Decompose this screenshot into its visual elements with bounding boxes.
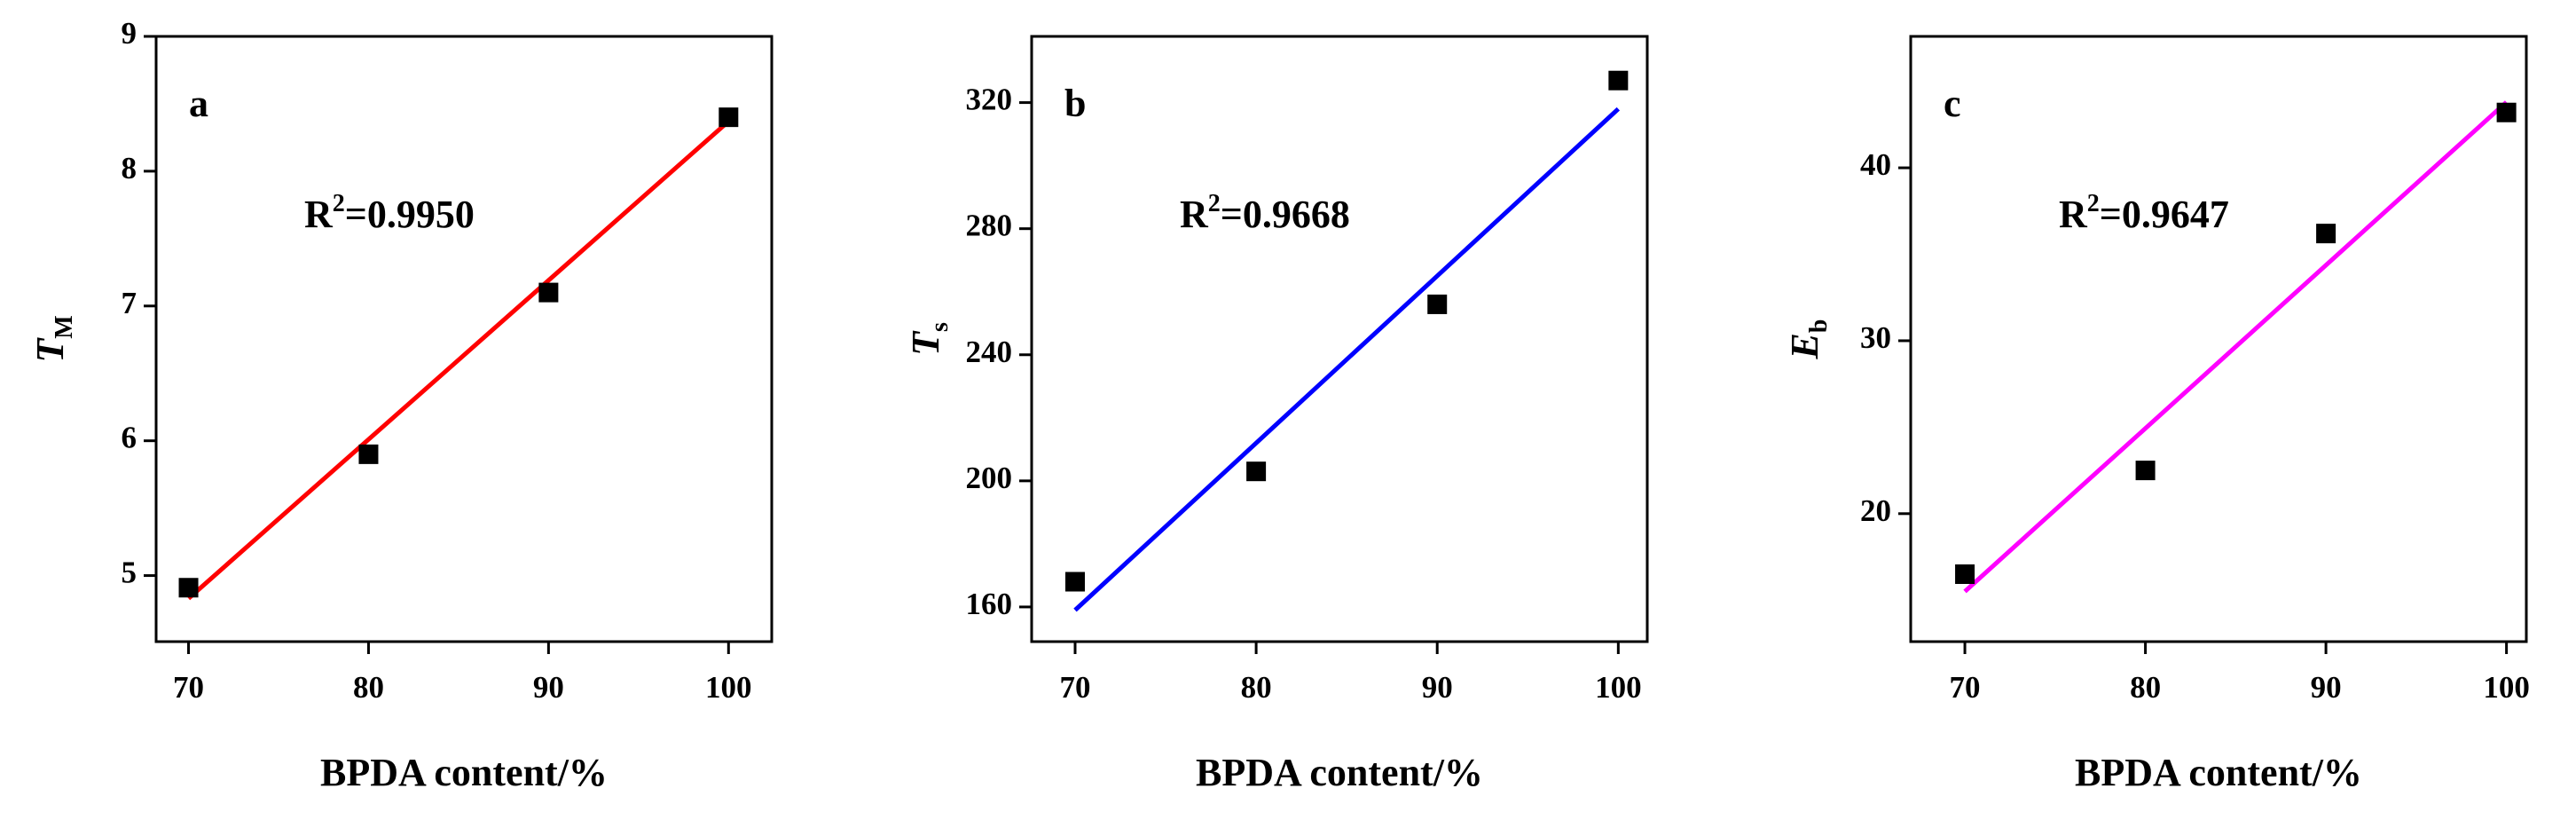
x-tick-label: 80 <box>1241 670 1272 705</box>
marker <box>2496 102 2517 122</box>
x-tick-label: 90 <box>1422 670 1453 705</box>
marker <box>1608 70 1629 91</box>
x-tick-label: 70 <box>1950 670 1981 705</box>
y-tick-label: 8 <box>122 151 137 185</box>
y-label-sub: M <box>51 315 78 338</box>
annotation-sup: 2 <box>2087 190 2100 217</box>
panel: 70 80 90 100 160 200 240 280 320 BPDA content/% Ts… <box>904 35 1649 794</box>
marker <box>358 444 379 464</box>
y-label-base: T <box>28 337 72 363</box>
fit-line <box>1963 100 2509 594</box>
annotation: R2=0.9647 <box>2059 190 2229 236</box>
x-tick-label: 70 <box>173 670 204 705</box>
y-label-base: T <box>904 330 947 356</box>
x-axis-label: BPDA content/% <box>320 751 608 794</box>
y-tick-label: 40 <box>1860 147 1891 182</box>
annotation-base: R <box>2059 193 2088 236</box>
x-tick-label: 90 <box>533 670 564 705</box>
y-tick-label: 200 <box>966 461 1013 495</box>
fit-line <box>1073 106 1621 612</box>
annotation-text: =0.9668 <box>1221 193 1350 236</box>
marker <box>1427 294 1448 314</box>
y-axis-label: Eb <box>1783 319 1833 360</box>
annotation: R2=0.9668 <box>1180 190 1350 236</box>
plot-frame <box>154 35 774 643</box>
y-tick-label: 5 <box>122 556 137 590</box>
y-tick-label: 30 <box>1860 320 1891 355</box>
marker <box>1246 461 1267 482</box>
y-tick-label: 160 <box>966 587 1013 621</box>
x-tick-label: 70 <box>1059 670 1090 705</box>
y-axis-label: TM <box>28 315 78 362</box>
plot-frame <box>1909 35 2528 643</box>
y-tick-label: 9 <box>122 16 137 51</box>
x-tick-label: 100 <box>1595 670 1642 705</box>
annotation-base: R <box>304 193 334 236</box>
x-tick-label: 80 <box>2130 670 2161 705</box>
panel-letter: c <box>1944 82 1961 125</box>
marker <box>178 578 199 598</box>
x-tick-label: 100 <box>2483 670 2530 705</box>
x-tick-label: 90 <box>2311 670 2342 705</box>
x-tick-label: 100 <box>705 670 752 705</box>
panel: 70 80 90 100 20 30 40 BPDA content/% Eb c R2=0.964… <box>1783 35 2530 794</box>
annotation-text: =0.9950 <box>345 193 475 236</box>
x-axis-label: BPDA content/% <box>2075 751 2362 794</box>
y-tick-label: 240 <box>966 335 1013 369</box>
y-tick-label: 7 <box>122 286 137 320</box>
plot-frame <box>1030 35 1649 643</box>
y-tick-label: 6 <box>122 421 137 455</box>
marker <box>1064 572 1085 592</box>
y-label-sub: b <box>1805 319 1833 334</box>
y-label-base: E <box>1783 333 1826 359</box>
annotation-text: =0.9647 <box>2100 193 2229 236</box>
marker <box>2135 461 2156 481</box>
y-tick-label: 20 <box>1860 493 1891 528</box>
fit-line <box>186 119 730 601</box>
marker <box>538 282 559 303</box>
y-label-sub: s <box>926 322 954 332</box>
marker <box>2316 224 2336 244</box>
panel-letter: b <box>1064 82 1086 125</box>
marker <box>719 107 739 128</box>
y-tick-label: 320 <box>966 83 1013 117</box>
annotation: R2=0.9950 <box>304 190 475 236</box>
y-axis-label: Ts <box>904 322 954 356</box>
panel-letter: a <box>189 82 208 125</box>
annotation-base: R <box>1180 193 1209 236</box>
y-tick-label: 280 <box>966 209 1013 243</box>
x-tick-label: 80 <box>353 670 384 705</box>
annotation-sup: 2 <box>1208 190 1221 217</box>
marker <box>1955 564 1975 585</box>
annotation-sup: 2 <box>333 190 345 217</box>
x-axis-label: BPDA content/% <box>1196 751 1483 794</box>
